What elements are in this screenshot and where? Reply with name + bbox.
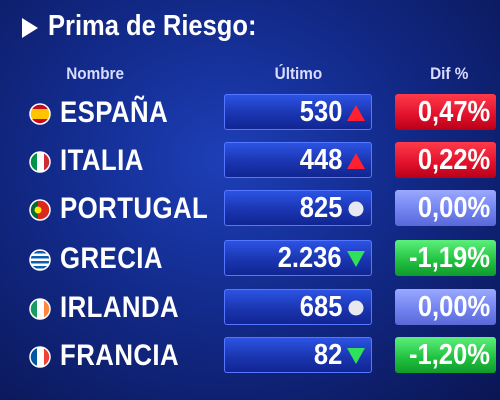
change-value: -1,20%: [409, 339, 490, 371]
country: ITALIA: [60, 144, 144, 177]
trend-down: [347, 251, 365, 267]
country: GRECIA: [60, 242, 163, 275]
change-box: 0,00%: [395, 190, 496, 226]
change-box: 0,22%: [395, 142, 496, 178]
column-header: Último: [274, 64, 323, 83]
change-box: -1,20%: [395, 337, 496, 373]
change-box: 0,00%: [395, 289, 496, 325]
trend-up: [347, 105, 365, 121]
last-box: 685: [224, 289, 372, 325]
trend-flat: [348, 300, 364, 316]
change-value: 0,00%: [417, 291, 490, 323]
row: ESPAÑA 530 0,47%: [0, 92, 500, 134]
change-value: 0,00%: [417, 192, 490, 224]
row: ITALIA 448 0,22%: [0, 140, 500, 182]
row: IRLANDA 685 0,00%: [0, 287, 500, 329]
country: PORTUGAL: [60, 192, 209, 225]
country: ESPAÑA: [60, 96, 169, 129]
last-value: 448: [299, 144, 342, 176]
flag: [29, 199, 51, 221]
column-header: Dif %: [430, 64, 469, 83]
trend-down: [347, 348, 365, 364]
title-arrow: [22, 18, 38, 38]
change-box: 0,47%: [395, 94, 496, 130]
row: FRANCIA 82 -1,20%: [0, 335, 500, 377]
column-header: Nombre: [66, 64, 125, 83]
last-value: 825: [299, 192, 342, 224]
change-value: -1,19%: [409, 242, 490, 274]
flag: [29, 151, 51, 173]
last-box: 530: [224, 94, 372, 130]
change-value: 0,47%: [417, 96, 490, 128]
country: IRLANDA: [60, 291, 180, 324]
last-value: 82: [313, 339, 342, 371]
flag: [29, 103, 51, 125]
last-box: 448: [224, 142, 372, 178]
title: Prima de Riesgo:: [48, 10, 257, 42]
row: PORTUGAL 825 0,00%: [0, 188, 500, 230]
trend-up: [347, 153, 365, 169]
last-value: 685: [299, 291, 342, 323]
flag: [29, 346, 51, 368]
last-value: 2.236: [278, 242, 342, 274]
last-box: 2.236: [224, 240, 372, 276]
country: FRANCIA: [60, 339, 180, 372]
last-value: 530: [299, 96, 342, 128]
last-box: 825: [224, 190, 372, 226]
last-box: 82: [224, 337, 372, 373]
change-box: -1,19%: [395, 240, 496, 276]
flag: [29, 249, 51, 271]
flag: [29, 298, 51, 320]
change-value: 0,22%: [417, 144, 490, 176]
row: GRECIA 2.236 -1,19%: [0, 238, 500, 280]
trend-flat: [348, 201, 364, 217]
